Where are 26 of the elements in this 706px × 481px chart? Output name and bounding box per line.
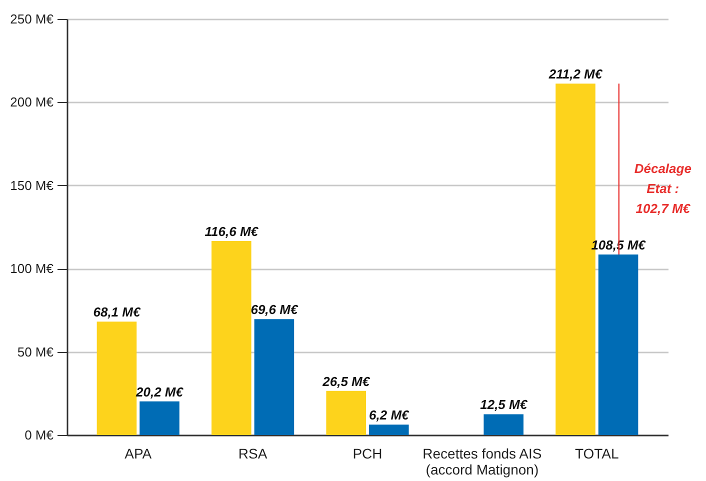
x-tick-label: TOTAL <box>574 446 620 462</box>
y-tick-label: 0 M€ <box>24 428 54 442</box>
data-label: 26,5 M€ <box>322 374 370 389</box>
bar <box>140 401 180 435</box>
data-label: 68,1 M€ <box>93 304 141 320</box>
data-label: 12,5 M€ <box>480 397 528 412</box>
bar <box>598 254 638 435</box>
bar <box>212 240 252 435</box>
bar <box>484 414 524 435</box>
bar <box>369 424 409 435</box>
data-label: 116,6 M€ <box>204 224 259 239</box>
y-tick-label: 50 M€ <box>17 344 54 360</box>
x-tick-label: RSA <box>238 446 268 462</box>
y-tick-label: 150 M€ <box>10 178 54 193</box>
data-label: 6,2 M€ <box>369 408 410 423</box>
annotation: Décalage Etat : 102,7 M€ <box>634 160 692 216</box>
x-tick-label: Recettes fonds AIS (accord Matignon) <box>422 446 542 478</box>
bar <box>96 322 137 435</box>
data-label: 211,2 M€ <box>548 66 603 82</box>
x-tick-label: APA <box>124 446 152 462</box>
bar <box>254 319 294 435</box>
bar <box>326 390 366 435</box>
y-tick-label: 200 M€ <box>10 94 54 110</box>
y-tick-label: 250 M€ <box>10 12 54 26</box>
x-tick-label: PCH <box>352 446 382 462</box>
y-tick-label: 100 M€ <box>10 261 54 276</box>
